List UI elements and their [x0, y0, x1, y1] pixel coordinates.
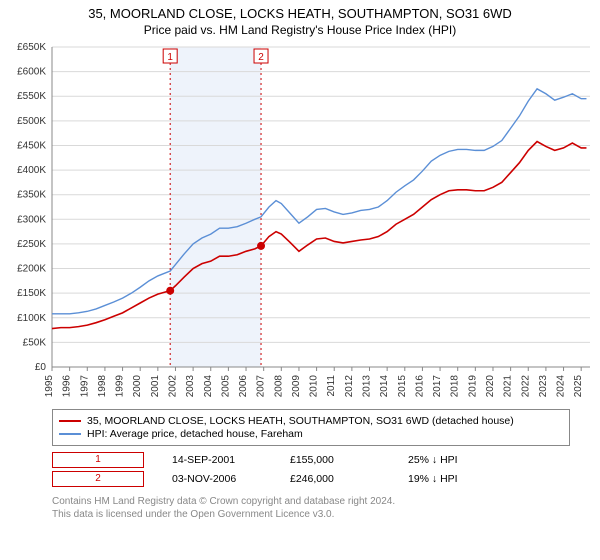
marker-row: 1 14-SEP-2001 £155,000 25% ↓ HPI — [52, 452, 570, 468]
marker-date: 14-SEP-2001 — [172, 454, 262, 466]
legend: 35, MOORLAND CLOSE, LOCKS HEATH, SOUTHAM… — [52, 409, 570, 446]
copyright: Contains HM Land Registry data © Crown c… — [52, 495, 570, 521]
svg-text:£650K: £650K — [17, 42, 46, 53]
marker-date: 03-NOV-2006 — [172, 473, 262, 485]
svg-text:2004: 2004 — [203, 375, 214, 398]
svg-text:£150K: £150K — [17, 288, 46, 299]
svg-text:2021: 2021 — [503, 375, 514, 398]
svg-text:2003: 2003 — [185, 375, 196, 398]
svg-text:£200K: £200K — [17, 264, 46, 275]
marker-table: 1 14-SEP-2001 £155,000 25% ↓ HPI 2 03-NOV-200… — [52, 452, 570, 487]
marker-row: 2 03-NOV-2006 £246,000 19% ↓ HPI — [52, 471, 570, 487]
marker-price: £246,000 — [290, 473, 380, 485]
title-block: 35, MOORLAND CLOSE, LOCKS HEATH, SOUTHAM… — [0, 0, 600, 41]
title-subtitle: Price paid vs. HM Land Registry's House … — [0, 23, 600, 37]
svg-text:2002: 2002 — [167, 375, 178, 398]
legend-label: HPI: Average price, detached house, Fare… — [87, 428, 303, 440]
marker-diff: 25% ↓ HPI — [408, 454, 498, 466]
svg-text:1995: 1995 — [44, 375, 55, 398]
svg-text:2015: 2015 — [397, 375, 408, 398]
svg-text:2019: 2019 — [467, 375, 478, 398]
svg-text:2: 2 — [258, 52, 264, 63]
svg-text:£300K: £300K — [17, 214, 46, 225]
svg-text:1: 1 — [167, 52, 173, 63]
chart-area: £0 £50K £100K £150K £200K £250K £300K £350K £400… — [0, 41, 600, 401]
legend-row: 35, MOORLAND CLOSE, LOCKS HEATH, SOUTHAM… — [59, 415, 563, 427]
svg-text:£100K: £100K — [17, 313, 46, 324]
svg-text:2010: 2010 — [309, 375, 320, 398]
title-address: 35, MOORLAND CLOSE, LOCKS HEATH, SOUTHAM… — [0, 6, 600, 21]
svg-text:£450K: £450K — [17, 140, 46, 151]
svg-text:2009: 2009 — [291, 375, 302, 398]
svg-text:2012: 2012 — [344, 375, 355, 398]
svg-text:2001: 2001 — [150, 375, 161, 398]
marker-number-box: 2 — [52, 471, 144, 487]
svg-text:1999: 1999 — [115, 375, 126, 398]
svg-text:1997: 1997 — [79, 375, 90, 398]
legend-line-swatch — [59, 420, 81, 422]
svg-text:2020: 2020 — [485, 375, 496, 398]
marker-number-box: 1 — [52, 452, 144, 468]
svg-text:2023: 2023 — [538, 375, 549, 398]
copyright-line1: Contains HM Land Registry data © Crown c… — [52, 495, 570, 508]
svg-text:2014: 2014 — [379, 375, 390, 398]
svg-text:2017: 2017 — [432, 375, 443, 398]
svg-text:2006: 2006 — [238, 375, 249, 398]
marker-diff: 19% ↓ HPI — [408, 473, 498, 485]
svg-text:£250K: £250K — [17, 239, 46, 250]
svg-text:£50K: £50K — [23, 337, 47, 348]
svg-text:2025: 2025 — [573, 375, 584, 398]
svg-text:2000: 2000 — [132, 375, 143, 398]
legend-row: HPI: Average price, detached house, Fare… — [59, 428, 563, 440]
legend-label: 35, MOORLAND CLOSE, LOCKS HEATH, SOUTHAM… — [87, 415, 514, 427]
svg-text:2016: 2016 — [414, 375, 425, 398]
svg-text:1998: 1998 — [97, 375, 108, 398]
svg-text:£600K: £600K — [17, 67, 46, 78]
marker-price: £155,000 — [290, 454, 380, 466]
svg-text:2011: 2011 — [326, 375, 337, 397]
svg-text:2007: 2007 — [256, 375, 267, 398]
svg-text:£500K: £500K — [17, 116, 46, 127]
legend-line-swatch — [59, 433, 81, 435]
svg-text:2022: 2022 — [520, 375, 531, 398]
svg-text:2024: 2024 — [556, 375, 567, 398]
svg-text:£400K: £400K — [17, 165, 46, 176]
svg-text:2008: 2008 — [273, 375, 284, 398]
chart-container: 35, MOORLAND CLOSE, LOCKS HEATH, SOUTHAM… — [0, 0, 600, 521]
chart-svg: £0 £50K £100K £150K £200K £250K £300K £350K £400… — [0, 41, 600, 401]
svg-text:1996: 1996 — [62, 375, 73, 398]
svg-text:2013: 2013 — [362, 375, 373, 398]
svg-text:£0: £0 — [35, 362, 47, 373]
svg-text:2018: 2018 — [450, 375, 461, 398]
svg-text:£350K: £350K — [17, 190, 46, 201]
svg-text:2005: 2005 — [220, 375, 231, 398]
copyright-line2: This data is licensed under the Open Gov… — [52, 508, 570, 521]
svg-text:£550K: £550K — [17, 91, 46, 102]
